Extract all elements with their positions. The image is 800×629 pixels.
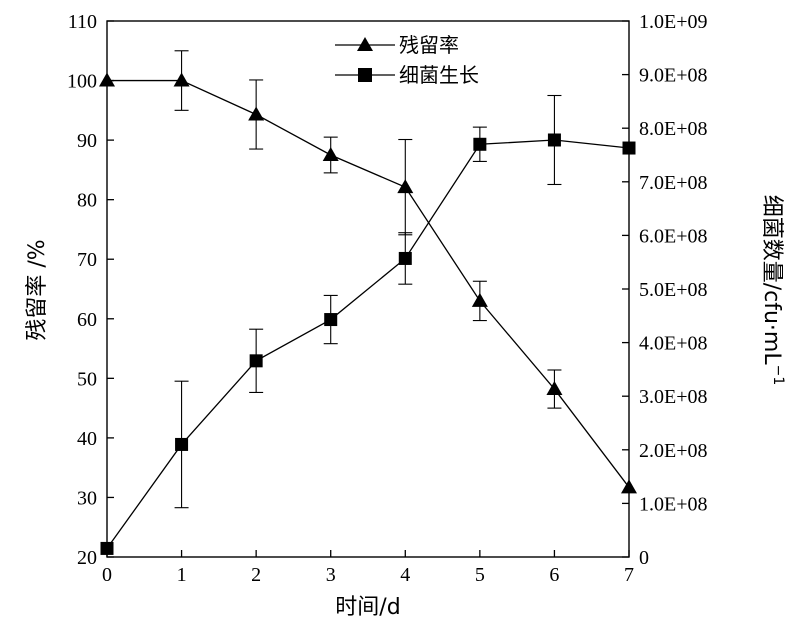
axis-tick-labels: 0 1 2 3 4 5 6 7 20 30 40 50 60 70 80 90 100 110 0 1.0E+08 2.… [67,11,708,586]
x-tick-label: 1 [177,564,187,586]
x-tick-label: 0 [102,564,112,586]
y-right-tick-label: 7.0E+08 [639,172,708,194]
data-point-triangle [173,72,190,87]
series-layer [99,50,637,555]
x-tick-label: 7 [624,564,634,586]
y-right-tick-label: 1.0E+09 [639,11,708,33]
y-left-axis-title: 残留率 /% [25,239,50,340]
data-point-triangle [322,147,339,161]
legend: 残留率 细菌生长 [335,33,479,87]
y-left-tick-label: 20 [77,547,97,569]
svg-text:细菌数量/cfu·mL−1: 细菌数量/cfu·mL−1 [759,195,786,386]
y-right-tick-label: 1.0E+08 [639,493,708,515]
x-tick-label: 5 [475,564,485,586]
y-left-tick-label: 100 [67,71,97,93]
y-right-axis-unit-superscript: −1 [770,365,786,386]
y-right-tick-label: 5.0E+08 [639,279,708,301]
legend-label-remaining-rate: 残留率 [399,33,459,57]
data-point-triangle [471,292,488,307]
y-right-tick-label: 2.0E+08 [639,440,708,462]
data-point-square [324,313,338,327]
data-point-square [398,251,412,265]
data-point-square [100,541,114,555]
y-left-tick-label: 60 [77,309,97,331]
legend-marker-square [358,68,372,82]
y-left-tick-label: 50 [77,368,97,390]
y-left-tick-label: 110 [68,11,97,33]
y-right-tick-label: 6.0E+08 [639,225,708,247]
y-left-tick-label: 30 [77,487,97,509]
y-right-tick-label: 9.0E+08 [639,65,708,87]
y-right-tick-label: 3.0E+08 [639,386,708,408]
data-point-square [547,133,561,147]
y-left-tick-label: 40 [77,428,97,450]
series-line [106,139,630,549]
series-remaining-rate [99,50,637,494]
series-line [107,79,630,488]
y-right-tick-label: 0 [639,547,649,569]
series-bacteria-growth [100,94,636,555]
y-left-tick-label: 70 [77,249,97,271]
y-right-tick-label: 8.0E+08 [639,118,708,140]
y-right-tick-label: 4.0E+08 [639,333,708,355]
data-point-square [622,141,636,155]
data-point-triangle [546,381,563,396]
legend-marker-triangle [357,37,373,51]
legend-label-bacteria-growth: 细菌生长 [399,63,479,87]
data-point-square [473,137,487,151]
data-point-triangle [397,179,414,194]
y-left-tick-label: 80 [77,190,97,212]
x-tick-label: 2 [251,564,261,586]
y-right-axis-title: 细菌数量/cfu·mL [759,195,784,366]
data-point-square [249,354,263,368]
x-tick-label: 6 [549,564,559,586]
x-axis-title: 时间/d [335,595,400,620]
data-point-triangle [99,72,115,87]
y-left-tick-label: 90 [77,130,97,152]
data-point-triangle [248,106,265,121]
x-tick-label: 3 [326,564,336,586]
x-tick-label: 4 [400,564,410,586]
data-point-square [175,437,189,451]
data-point-triangle [621,479,637,494]
